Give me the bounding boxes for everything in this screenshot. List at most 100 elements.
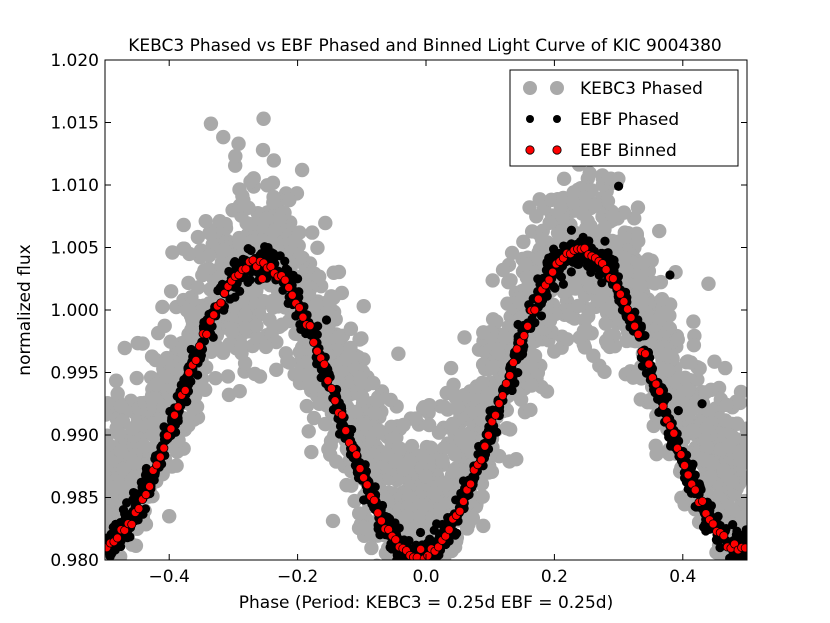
kebc3-point [353, 370, 368, 386]
ebf-binned-point [219, 288, 229, 298]
ebf-phased-point [530, 318, 540, 328]
kebc3-point [553, 200, 569, 215]
kebc3-point [329, 454, 344, 469]
ebf-phased-point [402, 563, 411, 572]
ebf-binned-point [676, 450, 686, 460]
ebf-phased-point [451, 495, 461, 505]
ebf-phased-point [243, 277, 253, 287]
ebf-binned-point [608, 274, 618, 284]
x-tick-label: 0.2 [541, 567, 568, 587]
kebc3-point [447, 447, 463, 462]
kebc3-point [630, 200, 646, 215]
kebc3-point [354, 331, 369, 346]
ebf-binned-point [669, 428, 679, 438]
kebc3-point [457, 427, 472, 443]
kebc3-point [516, 234, 531, 250]
kebc3-point [312, 396, 327, 412]
ebf-binned-point [519, 331, 529, 341]
kebc3-point [605, 208, 620, 224]
ebf-binned-point [391, 535, 401, 545]
ebf-binned-point [633, 329, 643, 339]
kebc3-point [677, 370, 693, 386]
ebf-binned-point [494, 399, 504, 409]
ebf-binned-point [355, 464, 365, 474]
ebf-phased-point [655, 393, 665, 404]
kebc3-point [585, 222, 600, 237]
kebc3-point [617, 250, 633, 265]
ebf-phased-point [536, 311, 547, 321]
kebc3-point [262, 312, 277, 328]
kebc3-point [371, 423, 387, 438]
kebc3-point [524, 224, 540, 239]
kebc3-point [497, 330, 512, 345]
ebf-binned-point [241, 264, 251, 274]
kebc3-point [125, 421, 140, 436]
kebc3-point [266, 153, 282, 168]
ebf-binned-point [145, 481, 155, 491]
kebc3-point [299, 286, 315, 302]
ebf-binned-point [690, 485, 700, 495]
ebf-phased-point [321, 315, 332, 325]
kebc3-point [155, 299, 170, 315]
kebc3-point [212, 213, 227, 229]
ebf-phased-point [558, 279, 568, 289]
kebc3-point [600, 336, 615, 352]
kebc3-point [343, 321, 359, 336]
kebc3-point [681, 382, 696, 397]
ebf-binned-point [491, 410, 501, 420]
kebc3-point [457, 330, 472, 345]
kebc3-point [616, 205, 632, 220]
ebf-binned-point [640, 349, 650, 359]
kebc3-point [587, 198, 603, 213]
kebc3-point [491, 345, 506, 361]
kebc3-point [239, 215, 254, 231]
ebf-binned-point [708, 519, 718, 529]
points-layer [102, 111, 747, 602]
kebc3-point [389, 430, 404, 445]
legend-kebc3-label: KEBC3 Phased [580, 79, 703, 99]
ebf-phased-point [697, 399, 707, 409]
kebc3-point [343, 340, 358, 356]
kebc3-point [190, 280, 206, 295]
kebc3-point [246, 171, 261, 186]
kebc3-point [719, 397, 734, 413]
kebc3-point [519, 270, 535, 285]
kebc3-point [396, 417, 411, 433]
kebc3-point [102, 588, 116, 602]
kebc3-point [113, 443, 129, 459]
kebc3-point [686, 338, 702, 353]
kebc3-point [391, 562, 405, 576]
y-tick-label: 1.005 [50, 239, 99, 259]
kebc3-point [411, 507, 426, 523]
kebc3-point [559, 332, 575, 347]
ebf-phased-point [578, 232, 588, 242]
kebc3-point [495, 262, 511, 278]
kebc3-point [523, 402, 538, 418]
kebc3-point [474, 403, 489, 418]
ebf-binned-point [683, 470, 693, 480]
ebf-binned-point [476, 455, 486, 465]
kebc3-point [699, 420, 715, 436]
kebc3-point [165, 245, 180, 260]
kebc3-point [635, 255, 651, 270]
kebc3-point [476, 325, 491, 340]
kebc3-point [582, 166, 597, 181]
ebf-phased-point [293, 274, 303, 284]
kebc3-point [509, 452, 524, 467]
kebc3-point [532, 192, 547, 207]
kebc3-point [367, 405, 382, 420]
kebc3-point [198, 360, 214, 375]
kebc3-point [162, 509, 177, 524]
kebc3-point [215, 345, 231, 360]
kebc3-point [399, 509, 415, 524]
ebf-phased-point [291, 311, 301, 321]
ebf-binned-point [309, 337, 319, 347]
kebc3-point [608, 236, 624, 251]
legend-ebf-phased-marker [553, 115, 561, 123]
ebf-phased-point [726, 564, 735, 573]
legend-ebf-binned-marker [525, 145, 535, 155]
kebc3-point [445, 416, 460, 432]
kebc3-point [699, 440, 715, 455]
ebf-binned-point [330, 396, 340, 406]
